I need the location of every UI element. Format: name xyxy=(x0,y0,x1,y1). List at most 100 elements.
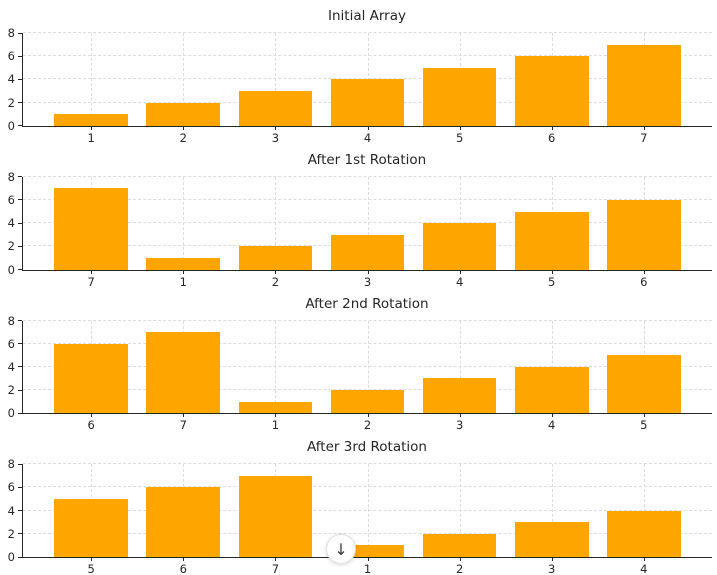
x-tick-label: 7 xyxy=(87,274,95,289)
bar xyxy=(238,246,313,270)
x-tick-label: 1 xyxy=(363,562,372,575)
x-tick-mark xyxy=(551,269,553,274)
y-tick-label: 0 xyxy=(7,118,15,133)
x-tick-label: 5 xyxy=(548,274,556,289)
y-tick-mark xyxy=(18,463,22,465)
x-tick-mark xyxy=(367,125,369,130)
bar xyxy=(330,545,405,557)
x-tick-label: 5 xyxy=(87,562,95,575)
y-tick-label: 2 xyxy=(7,239,15,254)
y-tick-mark xyxy=(18,343,22,345)
chart-after-1st-rotation: After 1st Rotation 0 2 4 6 8 7 1 2 3 4 5 6 xyxy=(0,144,717,288)
x-tick-label: 3 xyxy=(548,562,556,575)
y-tick-mark xyxy=(18,245,22,247)
bar xyxy=(422,533,497,557)
x-tick-label: 3 xyxy=(363,274,372,289)
bar xyxy=(54,343,128,414)
y-gridline xyxy=(23,32,712,33)
x-gridline xyxy=(183,176,185,270)
y-tick-mark xyxy=(18,78,22,80)
x-gridline xyxy=(551,464,553,557)
y-tick-mark xyxy=(18,55,22,57)
y-tick-mark xyxy=(18,486,22,488)
bar xyxy=(146,332,221,414)
x-gridline xyxy=(459,320,461,414)
bar xyxy=(514,56,589,126)
bar xyxy=(422,223,497,270)
x-tick-label: 4 xyxy=(548,418,556,433)
bar xyxy=(238,401,313,414)
bar xyxy=(422,67,497,126)
x-gridline xyxy=(275,320,277,414)
x-tick-label: 1 xyxy=(87,130,95,145)
x-tick-label: 2 xyxy=(271,274,280,289)
y-tick-mark xyxy=(18,102,22,104)
x-tick-label: 2 xyxy=(363,418,372,433)
y-tick-label: 8 xyxy=(7,313,15,328)
plot-area: 0 2 4 6 8 7 1 2 3 4 5 6 xyxy=(8,170,712,288)
y-tick-mark xyxy=(18,125,22,127)
y-tick-mark xyxy=(18,510,22,512)
x-tick-mark xyxy=(91,269,93,274)
x-tick-label: 6 xyxy=(548,130,556,145)
x-tick-mark xyxy=(459,125,461,130)
x-tick-label: 7 xyxy=(271,562,280,575)
y-tick-mark xyxy=(18,412,22,414)
x-gridline xyxy=(275,176,277,270)
x-tick-label: 6 xyxy=(87,418,95,433)
bar xyxy=(54,188,128,270)
plot-area: 0 2 4 6 8 1 2 3 4 5 6 7 xyxy=(8,26,712,144)
x-gridline xyxy=(367,320,369,414)
y-tick-label: 2 xyxy=(7,383,15,398)
chart-after-2nd-rotation: After 2nd Rotation 0 2 4 6 8 6 7 1 2 3 4 5 xyxy=(0,288,717,432)
y-tick-mark xyxy=(18,199,22,201)
x-tick-mark xyxy=(367,557,369,561)
x-tick-mark xyxy=(459,413,461,418)
y-tick-label: 2 xyxy=(7,95,15,110)
x-tick-label: 1 xyxy=(179,274,187,289)
x-tick-mark xyxy=(459,269,461,274)
x-gridline xyxy=(459,464,461,557)
y-tick-label: 0 xyxy=(7,550,15,564)
y-tick-mark xyxy=(18,222,22,224)
bar xyxy=(514,211,589,270)
bar xyxy=(330,234,405,270)
y-tick-label: 4 xyxy=(7,359,15,374)
scroll-down-button[interactable]: ↓ xyxy=(326,534,356,564)
y-gridline xyxy=(23,463,712,465)
y-gridline xyxy=(23,175,712,177)
x-gridline xyxy=(91,33,93,126)
x-tick-mark xyxy=(183,413,185,418)
x-tick-label: 2 xyxy=(455,562,464,575)
x-tick-mark xyxy=(275,125,277,130)
y-tick-mark xyxy=(18,533,22,535)
x-tick-label: 6 xyxy=(640,274,648,289)
x-tick-label: 7 xyxy=(640,130,648,145)
down-arrow-icon: ↓ xyxy=(334,539,348,559)
x-tick-label: 4 xyxy=(455,274,464,289)
y-tick-mark xyxy=(18,176,22,178)
x-tick-mark xyxy=(367,413,369,418)
y-tick-label: 4 xyxy=(7,72,15,87)
x-tick-mark xyxy=(183,125,185,130)
x-tick-mark xyxy=(183,269,185,274)
x-tick-mark xyxy=(551,413,553,418)
y-tick-mark xyxy=(18,269,22,270)
chart-initial-array: Initial Array 0 2 4 6 8 1 2 3 4 5 6 7 xyxy=(0,0,717,144)
x-gridline xyxy=(367,176,369,270)
y-tick-label: 6 xyxy=(7,336,15,351)
x-tick-label: 1 xyxy=(271,418,280,433)
y-tick-mark xyxy=(18,320,22,321)
chart-after-3rd-rotation: After 3rd Rotation 0 2 4 6 8 5 6 7 1 2 3 4 xyxy=(0,431,717,575)
bar xyxy=(330,79,405,126)
bar xyxy=(606,44,681,126)
y-tick-label: 8 xyxy=(7,457,15,472)
chart-title: After 2nd Rotation xyxy=(305,295,429,312)
bar xyxy=(146,257,221,270)
x-tick-mark xyxy=(91,125,93,130)
y-tick-label: 4 xyxy=(7,216,15,231)
y-tick-mark xyxy=(18,389,22,391)
bar xyxy=(330,390,405,414)
chart-title: After 1st Rotation xyxy=(307,151,427,168)
x-tick-label: 4 xyxy=(363,130,372,145)
